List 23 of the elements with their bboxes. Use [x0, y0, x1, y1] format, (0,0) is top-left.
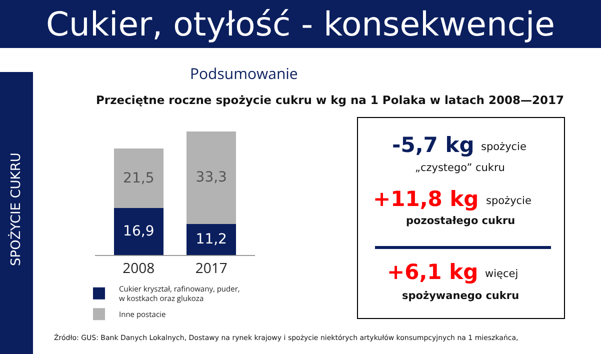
bar [114, 208, 164, 255]
chart-subtitle: Podsumowanie [190, 64, 298, 84]
text: spożywanego cukru [402, 290, 520, 302]
text: „czystego” cukru [415, 162, 505, 174]
data-label: 21,5 [123, 170, 154, 186]
bar [114, 148, 164, 208]
bar [186, 132, 236, 224]
text: +11,8 kg [373, 187, 479, 211]
data-label: 33,3 [196, 170, 227, 186]
text: SPOŻYCIE CUKRU [8, 152, 24, 266]
chart-title: Cukier, otyłość - konsekwencje [46, 4, 556, 44]
x-tick-label: 2008 [122, 258, 155, 278]
data-label: 11,2 [196, 231, 227, 248]
text: +6,1 kg [387, 260, 478, 284]
text: spożycie [486, 195, 532, 207]
text: -5,7 kg [392, 133, 474, 157]
text: spożycie [481, 141, 526, 153]
bar [186, 224, 236, 255]
text: więcej [485, 268, 518, 280]
data-label: 16,9 [123, 224, 154, 240]
x-tick-label: 2017 [195, 258, 228, 278]
text: Przeciętne roczne spożycie cukru w kg na 1 Polaka w latach 2008—2017 [96, 93, 564, 107]
text: pozostałego cukru [406, 215, 516, 227]
